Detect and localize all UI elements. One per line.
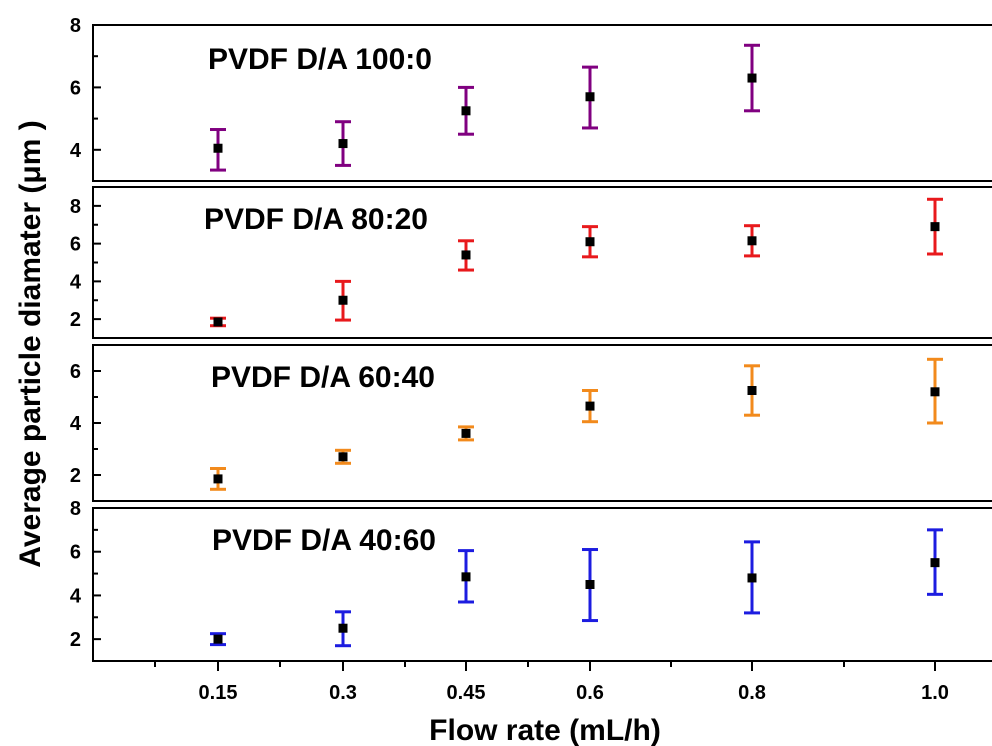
- data-point: [747, 73, 757, 83]
- data-point: [930, 222, 940, 232]
- x-tick-label: 0.45: [447, 682, 486, 704]
- x-tick-label: 0.6: [576, 682, 604, 704]
- x-tick-label: 0.15: [199, 682, 238, 704]
- y-tick-label: 8: [70, 196, 81, 218]
- y-tick-label: 4: [70, 140, 82, 162]
- panel-label: PVDF D/A 40:60: [212, 524, 436, 557]
- y-tick-label: 8: [70, 15, 81, 37]
- data-point: [461, 106, 471, 116]
- data-point: [213, 143, 223, 153]
- panel-label: PVDF D/A 60:40: [211, 361, 435, 394]
- panel-3: 2 4 6 PVDF D/A 60:40: [70, 344, 992, 502]
- y-tick-label: 6: [70, 361, 81, 383]
- x-tick-label: 0.3: [329, 682, 357, 704]
- data-point: [213, 634, 223, 644]
- data-point: [930, 387, 940, 397]
- y-tick-label: 6: [70, 77, 81, 99]
- data-point: [585, 237, 595, 247]
- panel-frame: [92, 507, 992, 662]
- data-point: [338, 623, 348, 633]
- panel-2: 2 4 6 8 PVDF D/A 80:20: [70, 186, 992, 339]
- data-point: [747, 236, 757, 246]
- data-point: [747, 386, 757, 395]
- data-point: [585, 92, 595, 102]
- x-axis-label: Flow rate (mL/h): [429, 714, 661, 746]
- x-axis: 0.15 0.3 0.45 0.6 0.8 1.0: [154, 661, 949, 704]
- y-tick-label: 2: [70, 465, 81, 487]
- x-tick-label: 0.8: [738, 682, 766, 704]
- y-axis-label: Average particle diamater (μm ): [14, 120, 47, 567]
- data-point: [747, 573, 757, 583]
- y-tick-label: 4: [70, 271, 82, 293]
- y-tick-label: 4: [70, 413, 82, 435]
- panels-layer: 4 6 8 PVDF D/A 100:0 2 4 6 8 PVDF D/A 80:20 2 4 6 PV…: [70, 15, 992, 662]
- data-point: [930, 558, 940, 568]
- y-tick-label: 4: [70, 585, 82, 607]
- y-tick-label: 2: [70, 629, 81, 651]
- panel-label: PVDF D/A 100:0: [208, 43, 432, 76]
- y-tick-label: 6: [70, 542, 81, 564]
- data-point: [213, 474, 223, 484]
- data-point: [338, 452, 348, 462]
- y-tick-label: 8: [70, 498, 81, 520]
- data-point: [461, 250, 471, 260]
- panel-4: 2 4 6 8 PVDF D/A 40:60: [70, 498, 992, 662]
- data-point: [461, 572, 471, 582]
- data-point: [338, 139, 348, 149]
- panel-label: PVDF D/A 80:20: [204, 203, 428, 236]
- data-point: [338, 295, 348, 305]
- x-tick-label: 1.0: [921, 682, 949, 704]
- panel-1: 4 6 8 PVDF D/A 100:0: [70, 15, 992, 182]
- y-tick-label: 6: [70, 234, 81, 256]
- panel-frame: [92, 24, 992, 182]
- y-tick-label: 2: [70, 309, 81, 331]
- data-point: [585, 401, 595, 411]
- data-point: [213, 317, 223, 327]
- data-point: [461, 428, 471, 438]
- data-point: [585, 580, 595, 589]
